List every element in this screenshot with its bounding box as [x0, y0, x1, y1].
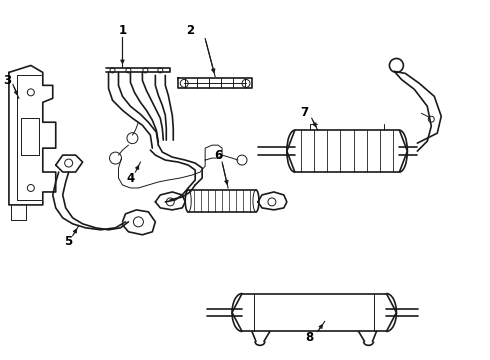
- Text: 5: 5: [65, 235, 73, 248]
- Text: 8: 8: [306, 331, 314, 344]
- Text: 3: 3: [3, 74, 11, 87]
- Text: 7: 7: [301, 106, 309, 119]
- Text: 2: 2: [186, 24, 194, 37]
- Text: 6: 6: [214, 149, 222, 162]
- Text: 4: 4: [126, 171, 135, 185]
- Text: 1: 1: [119, 24, 126, 37]
